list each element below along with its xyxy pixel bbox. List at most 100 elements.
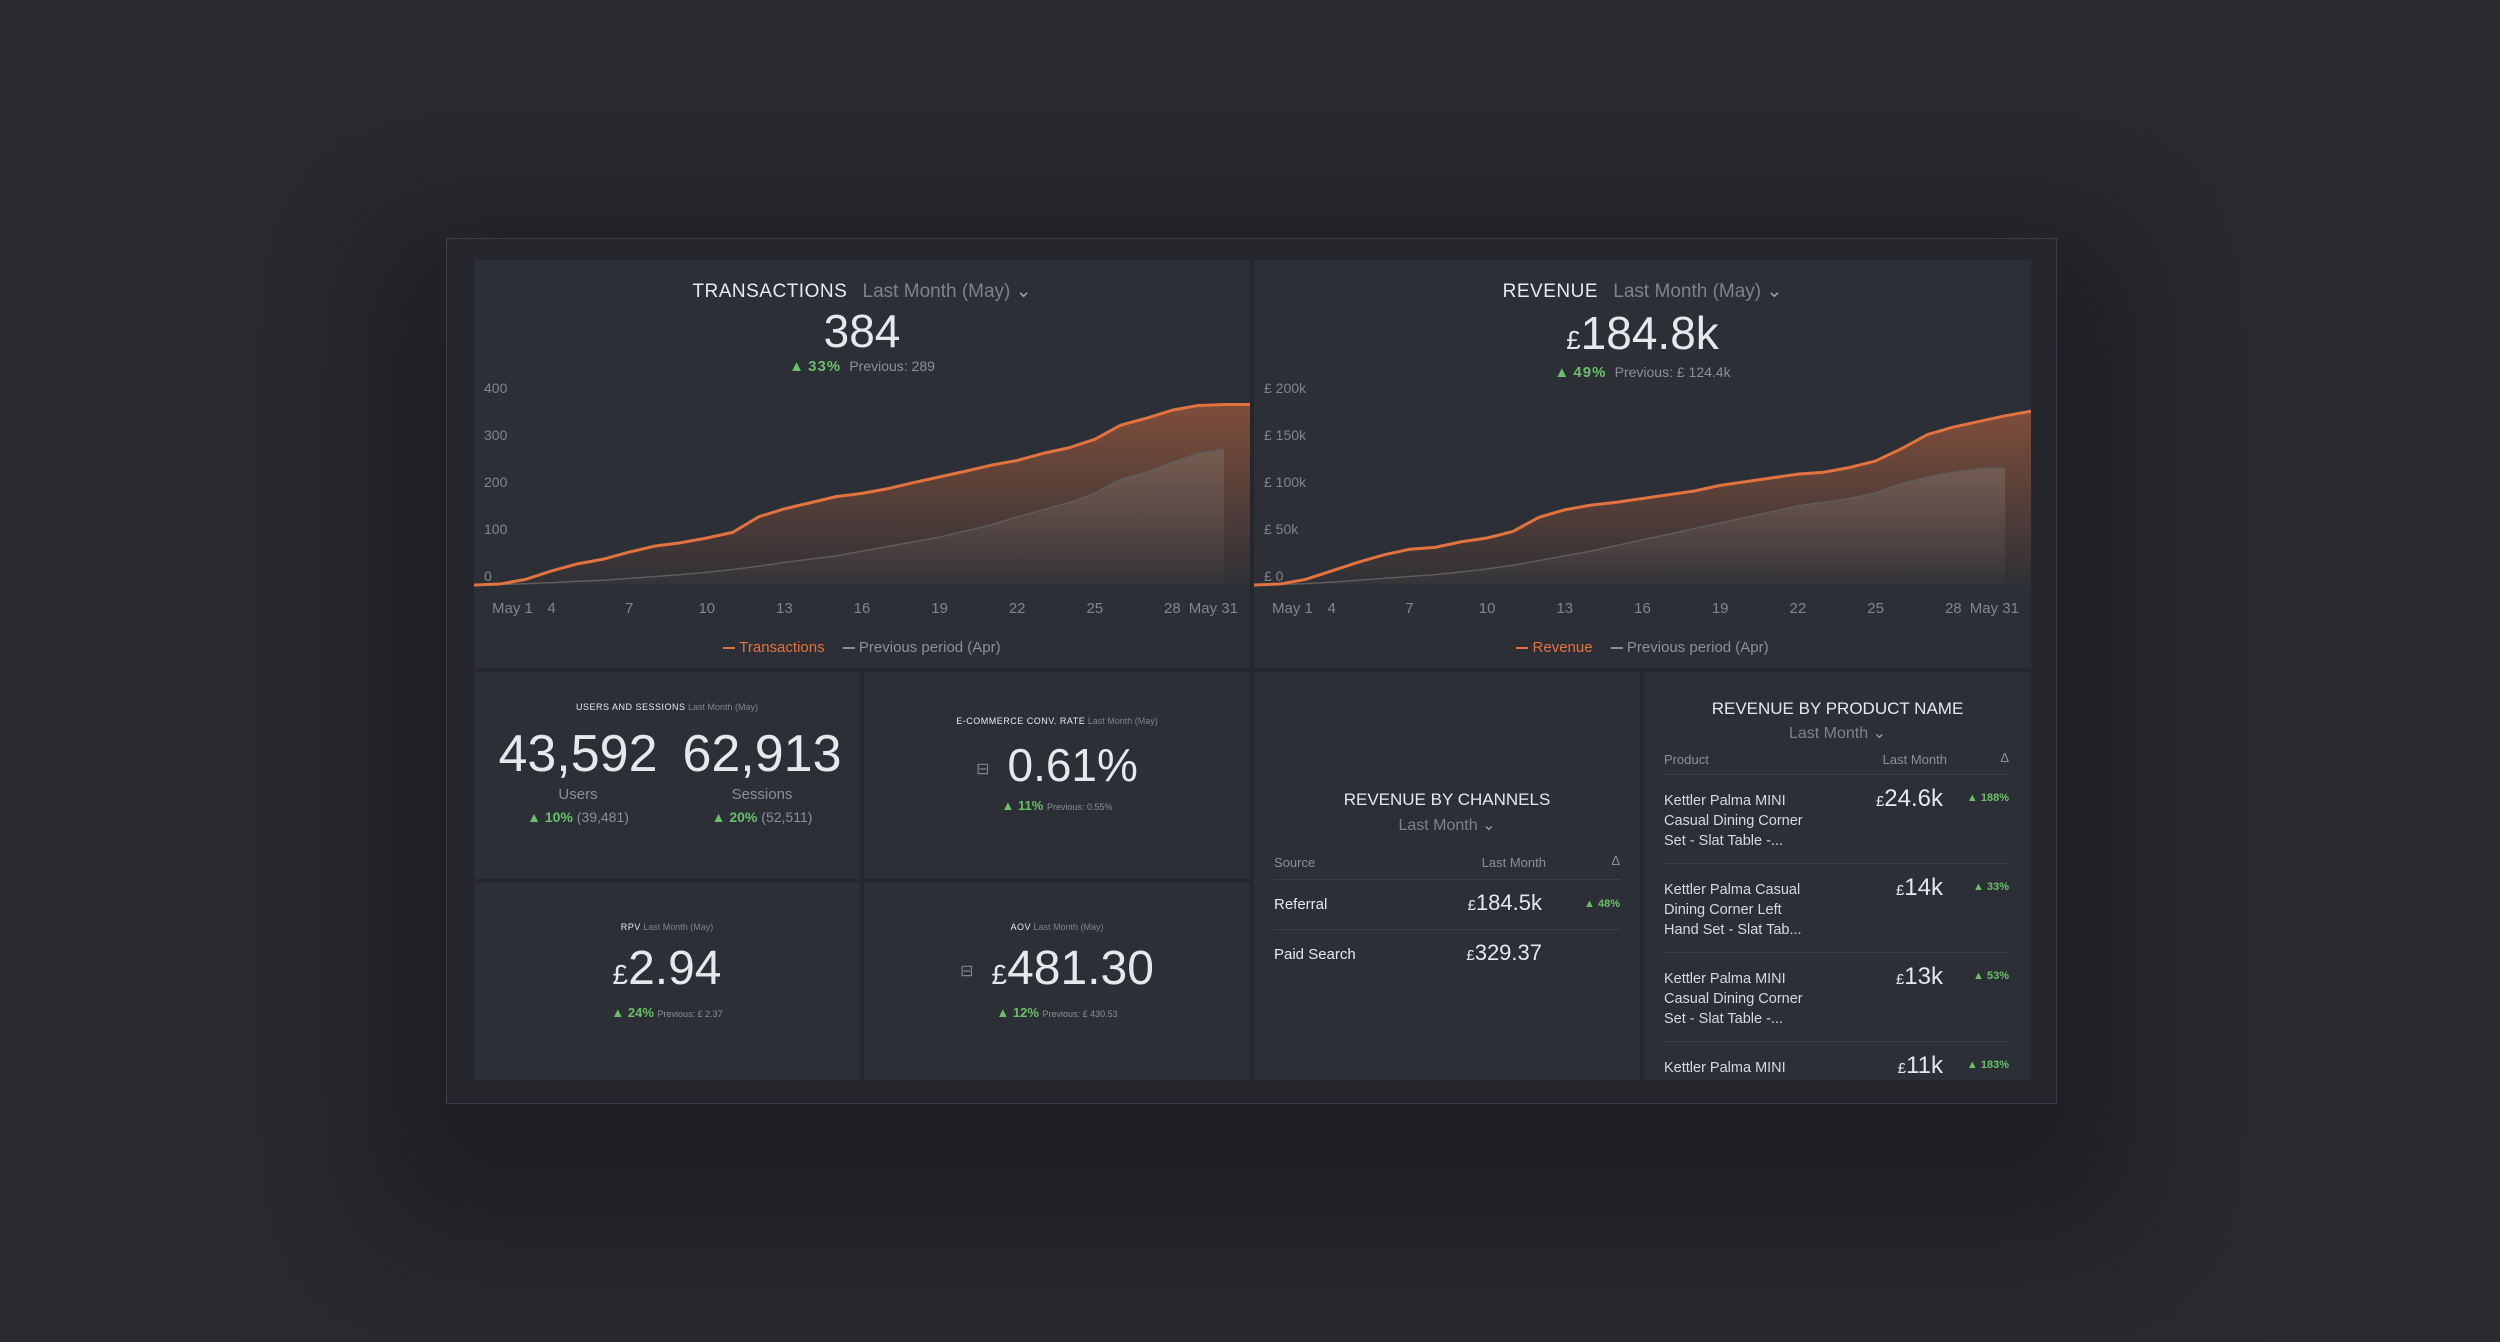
chevron-down-icon: ⌄ xyxy=(1872,725,1886,742)
table-row[interactable]: Kettler Palma MINI £11k ▲ 183% xyxy=(1664,1041,2009,1080)
products-title: REVENUE BY PRODUCT NAME xyxy=(1711,699,1964,718)
rpv-panel: RPV Last Month (May) £2.94 ▲ 24% Previou… xyxy=(474,883,860,1080)
triangle-up-icon: ▲ xyxy=(1973,970,1984,982)
users-sessions-period[interactable]: Last Month (May) xyxy=(688,702,759,712)
channels-col-period: Last Month xyxy=(1481,855,1546,870)
product-value: 24.6k xyxy=(1884,785,1943,812)
channel-currency: £ xyxy=(1466,947,1475,964)
x-tick-label: 25 xyxy=(1086,600,1103,617)
revenue-change: 49% xyxy=(1573,364,1607,381)
legend-revenue: Revenue xyxy=(1532,639,1593,656)
series-line-previous xyxy=(1254,467,2006,586)
users-sessions-header: USERS AND SESSIONS Last Month (May) xyxy=(474,702,860,712)
revenue-value: 184.8k xyxy=(1580,307,1719,359)
transactions-change: 33% xyxy=(808,358,842,375)
products-table: Product Last Month Δ Kettler Palma MINI … xyxy=(1664,750,2009,1080)
conv-rate-header: E-COMMERCE CONV. RATE Last Month (May) xyxy=(864,716,1250,726)
chevron-down-icon: ⌄ xyxy=(1015,281,1032,302)
channels-period: Last Month xyxy=(1398,817,1478,834)
aov-header: AOV Last Month (May) xyxy=(864,922,1250,932)
users-sessions-panel: USERS AND SESSIONS Last Month (May) 43,5… xyxy=(474,672,860,879)
users-change-row: ▲ 10% (39,481) xyxy=(488,809,668,825)
product-change: 183% xyxy=(1980,1059,2009,1071)
sessions-change: 20% xyxy=(729,809,758,825)
rpv-previous: Previous: £ 2.37 xyxy=(657,1009,723,1019)
product-value-cell: £14k xyxy=(1896,874,1943,902)
x-tick-label: 7 xyxy=(625,600,633,617)
product-name-line: Set - Slat Table -... xyxy=(1664,1011,1784,1027)
aov-currency: £ xyxy=(991,959,1008,990)
conv-rate-change-row: ▲ 11% Previous: 0.55% xyxy=(864,798,1250,813)
product-name: Kettler Palma MINI xyxy=(1664,1058,1786,1078)
channel-change: 48% xyxy=(1597,898,1620,910)
triangle-up-icon: ▲ xyxy=(1554,364,1570,381)
legend-swatch-current xyxy=(1516,647,1529,650)
chevron-down-icon: ⌄ xyxy=(1766,281,1783,302)
product-change: 33% xyxy=(1986,881,2009,893)
conv-rate-period[interactable]: Last Month (May) xyxy=(1087,716,1158,726)
transactions-header: TRANSACTIONS Last Month (May) ⌄ xyxy=(474,280,1250,303)
legend-previous: Previous period (Apr) xyxy=(1626,639,1769,656)
x-tick-label: 4 xyxy=(547,600,555,617)
users-label: Users xyxy=(558,786,598,803)
transactions-period-selector[interactable]: Last Month (May) ⌄ xyxy=(863,281,1032,302)
users-change: 10% xyxy=(544,809,573,825)
products-col-product: Product xyxy=(1664,752,1709,767)
legend-transactions: Transactions xyxy=(739,639,825,656)
channels-panel: REVENUE BY CHANNELS Last Month ⌄ Source … xyxy=(1254,672,1640,1080)
legend-swatch-previous xyxy=(842,647,855,650)
triangle-up-icon: ▲ xyxy=(1973,881,1984,893)
channel-source: Paid Search xyxy=(1274,946,1356,963)
revenue-currency: £ xyxy=(1566,325,1581,355)
channels-title: REVENUE BY CHANNELS xyxy=(1343,790,1551,809)
y-tick-label: £ 200k xyxy=(1264,380,1307,396)
x-tick-label: May 31 xyxy=(1189,600,1238,617)
table-row[interactable]: Referral £184.5k ▲ 48% xyxy=(1274,879,1620,930)
rpv-value: 2.94 xyxy=(628,942,722,995)
x-tick-label: 10 xyxy=(1479,600,1496,617)
aov-value: 481.30 xyxy=(1007,942,1154,995)
transactions-title: TRANSACTIONS xyxy=(692,281,848,302)
legend-swatch-previous xyxy=(1610,647,1623,650)
product-name-line: Casual Dining Corner xyxy=(1664,813,1803,829)
revenue-panel: REVENUE Last Month (May) ⌄ £184.8k ▲ 49%… xyxy=(1254,260,2031,668)
sessions-value: 62,913 xyxy=(682,725,842,783)
revenue-previous: Previous: £ 124.4k xyxy=(1614,364,1731,380)
product-change-cell: ▲ 33% xyxy=(1973,881,2009,893)
product-name: Kettler Palma MINI Casual Dining Corner … xyxy=(1664,791,1803,851)
table-row[interactable]: Paid Search £329.37 xyxy=(1274,929,1620,980)
aov-panel: AOV Last Month (May) ⊟ £481.30 ▲ 12% Prev… xyxy=(864,883,1250,1080)
sessions-label: Sessions xyxy=(731,786,793,803)
triangle-up-icon: ▲ xyxy=(996,1005,1010,1020)
product-name: Kettler Palma Casual Dining Corner Left … xyxy=(1664,880,1802,940)
x-tick-label: 25 xyxy=(1867,600,1884,617)
rpv-period[interactable]: Last Month (May) xyxy=(643,922,714,932)
y-tick-label: 100 xyxy=(484,521,508,537)
table-row[interactable]: Kettler Palma MINI Casual Dining Corner … xyxy=(1664,952,2009,1042)
users-block: 43,592 Users ▲ 10% (39,481) xyxy=(488,724,668,825)
rpv-currency: £ xyxy=(612,959,629,990)
channels-col-source: Source xyxy=(1274,855,1316,870)
channel-source: Referral xyxy=(1274,896,1328,913)
channel-value: 184.5k xyxy=(1475,890,1542,915)
triangle-up-icon: ▲ xyxy=(711,809,726,825)
channels-period-selector[interactable]: Last Month ⌄ xyxy=(1254,815,1640,835)
revenue-title: REVENUE xyxy=(1502,281,1599,302)
aov-period[interactable]: Last Month (May) xyxy=(1033,922,1104,932)
legend-swatch-current xyxy=(723,647,736,650)
series-line-current xyxy=(1254,409,2031,587)
transactions-legend: Transactions Previous period (Apr) xyxy=(474,639,1250,656)
products-col-period: Last Month xyxy=(1882,752,1947,767)
table-row[interactable]: Kettler Palma MINI Casual Dining Corner … xyxy=(1664,774,2009,864)
rpv-title: RPV xyxy=(620,922,641,932)
revenue-change-row: ▲ 49% Previous: £ 124.4k xyxy=(1254,364,2031,381)
revenue-period-selector[interactable]: Last Month (May) ⌄ xyxy=(1613,281,1782,302)
y-tick-label: 200 xyxy=(484,474,508,490)
products-period-selector[interactable]: Last Month ⌄ xyxy=(1644,723,2031,743)
aov-value-row: ⊟ £481.30 xyxy=(864,941,1250,996)
products-period: Last Month xyxy=(1788,725,1869,742)
table-row[interactable]: Kettler Palma Casual Dining Corner Left … xyxy=(1664,863,2009,953)
aov-change: 12% xyxy=(1012,1005,1039,1020)
aov-previous: Previous: £ 430.53 xyxy=(1042,1009,1118,1019)
x-tick-label: 16 xyxy=(1634,600,1651,617)
